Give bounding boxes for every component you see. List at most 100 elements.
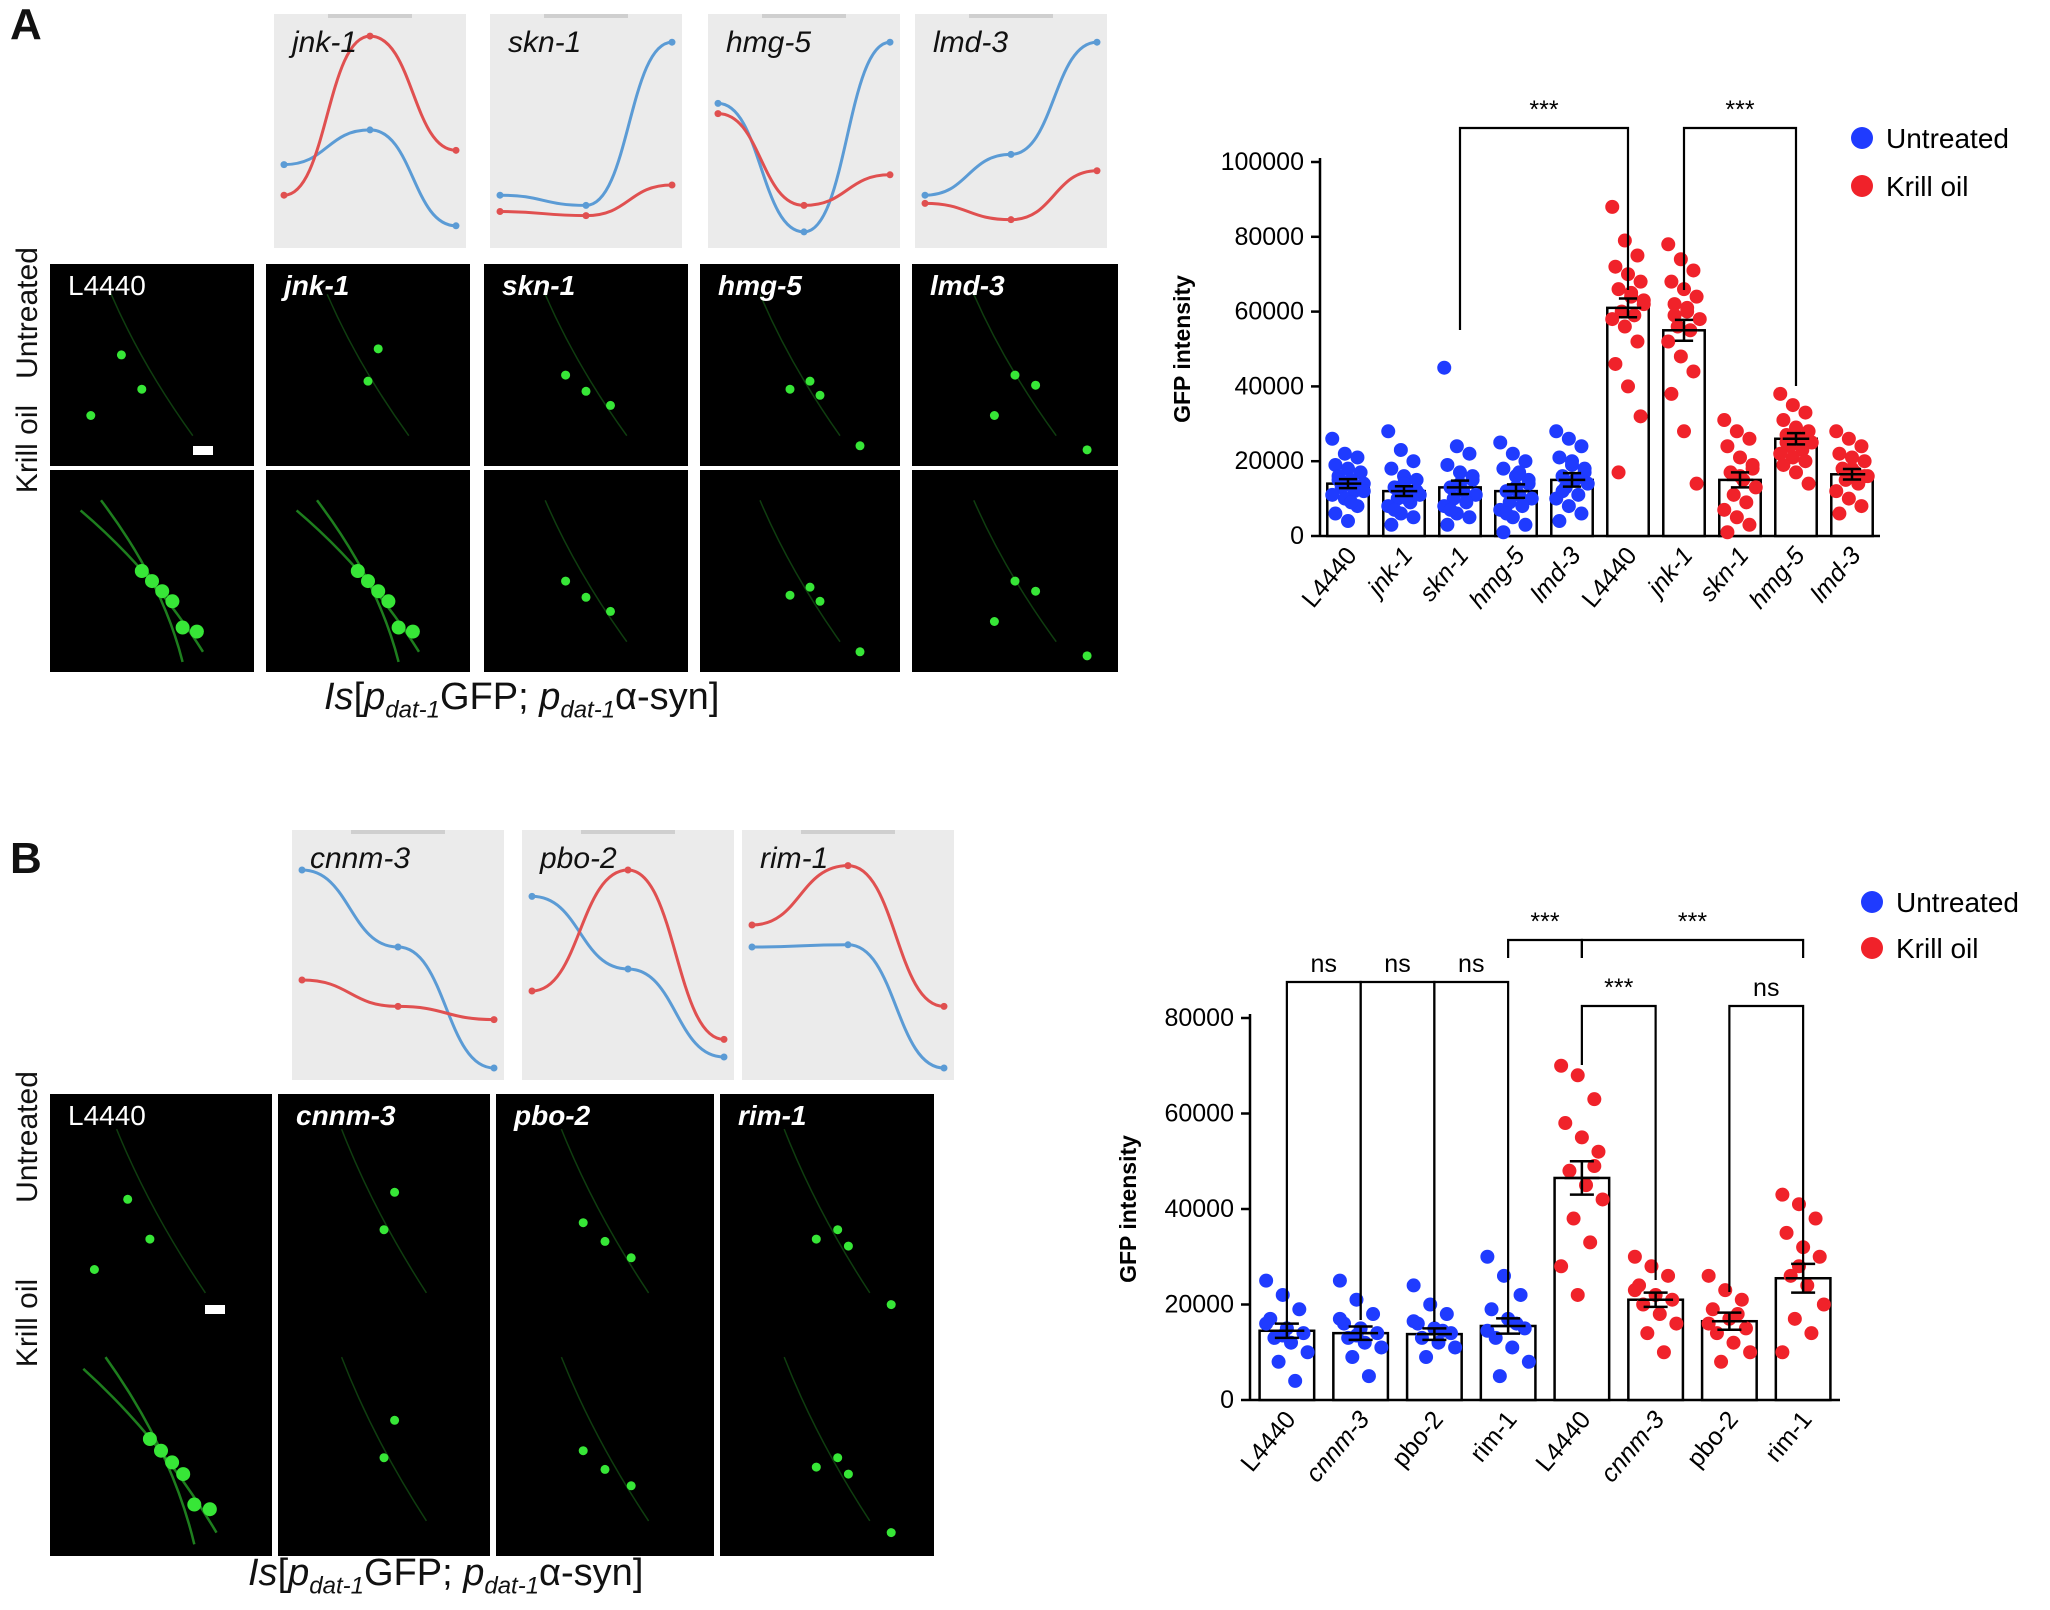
data-point — [1661, 334, 1676, 349]
row-label-untreated-b: Untreated — [11, 1071, 44, 1203]
neuron-process — [110, 294, 194, 437]
trend-point-blue — [366, 126, 374, 134]
data-point — [1673, 252, 1688, 267]
mini-trend-plot-a-2: hmg-5 — [708, 14, 900, 248]
microscopy-image-a-untreated-3: hmg-5 — [700, 264, 900, 466]
data-point — [1344, 495, 1359, 510]
data-point — [1549, 424, 1564, 439]
microscopy-image-a-krill-4 — [912, 470, 1118, 672]
trend-point-red — [280, 191, 288, 199]
data-point — [1332, 1273, 1347, 1288]
neuron-soma — [134, 564, 149, 578]
significance-label: *** — [1529, 96, 1558, 124]
trend-line-blue — [301, 868, 495, 1070]
data-point — [1554, 1058, 1569, 1073]
data-point — [1337, 446, 1352, 461]
neuron-soma — [626, 1253, 636, 1263]
trend-point-red — [714, 110, 722, 118]
neuron-soma — [785, 590, 795, 600]
data-point — [1661, 1268, 1676, 1283]
x-tick-label: L4440 — [1530, 1406, 1596, 1477]
data-point — [1798, 454, 1813, 469]
trend-line-blue — [531, 894, 725, 1059]
mini-plot-gene-label: cnnm-3 — [310, 842, 411, 875]
data-point — [1406, 1314, 1421, 1329]
data-point — [1591, 1144, 1606, 1159]
microscopy-label: rim-1 — [738, 1100, 807, 1131]
data-point — [1271, 1354, 1286, 1369]
significance-label: ns — [1753, 974, 1779, 1002]
mini-trend-plot-a-0: jnk-1 — [274, 14, 466, 248]
data-point — [1353, 465, 1368, 480]
neuron-soma — [605, 400, 615, 410]
neuron-process — [783, 1356, 871, 1522]
bar-5 — [1627, 1298, 1685, 1402]
panel-b-letter: B — [10, 834, 42, 883]
neuron-process — [973, 499, 1057, 643]
data-point — [1435, 1323, 1450, 1338]
data-point — [1734, 1292, 1749, 1307]
neuron-soma — [581, 592, 591, 602]
significance-bracket — [1580, 938, 1805, 958]
neuron-soma — [626, 1481, 636, 1491]
trend-point-blue — [496, 191, 504, 199]
data-point — [1565, 454, 1579, 469]
trend-point-blue — [886, 38, 894, 46]
neuron-soma — [811, 1234, 821, 1244]
data-point — [1419, 1350, 1434, 1365]
microscopy-image-a-krill-3 — [700, 470, 900, 672]
data-point — [1677, 424, 1691, 439]
microscopy-label: lmd-3 — [930, 270, 1005, 301]
legend-marker — [1851, 127, 1873, 149]
neuron-process — [544, 500, 628, 643]
data-point — [1440, 517, 1455, 532]
neuron-soma — [405, 624, 420, 639]
data-point — [1656, 1345, 1671, 1360]
neuron-soma — [189, 624, 204, 639]
data-point — [1633, 409, 1648, 424]
y-tick-label: 80000 — [1164, 1004, 1234, 1032]
scale-bar — [205, 1304, 226, 1314]
y-tick-label: 100000 — [1221, 148, 1304, 176]
significance-bracket — [1507, 938, 1583, 958]
legend-label: Untreated — [1886, 123, 2009, 154]
data-point — [1505, 446, 1520, 461]
data-point — [1775, 1345, 1790, 1360]
neuron-soma — [815, 390, 825, 400]
data-point — [1717, 413, 1732, 428]
data-point — [1617, 319, 1632, 334]
y-tick-label: 20000 — [1234, 447, 1304, 475]
neuron-soma — [578, 1218, 588, 1228]
data-point — [1406, 1278, 1421, 1293]
data-point — [1449, 439, 1464, 454]
data-point — [1743, 1345, 1758, 1360]
neuron-soma — [1010, 370, 1020, 380]
neuron-soma — [187, 1497, 202, 1512]
trend-point-red — [394, 1002, 402, 1010]
data-point — [1621, 379, 1635, 394]
mini-trend-plot-b-2: rim-1 — [742, 830, 954, 1080]
neuron-soma — [605, 606, 615, 616]
data-point — [1448, 1340, 1463, 1355]
mini-plot-gene-label: skn-1 — [508, 26, 582, 59]
significance-bracket — [1359, 980, 1436, 1322]
data-point — [1440, 457, 1455, 472]
neuron-soma — [843, 1469, 853, 1479]
data-point — [1518, 517, 1533, 532]
data-point — [1673, 349, 1688, 364]
mini-plot-gene-label: lmd-3 — [933, 26, 1009, 59]
data-point — [1705, 1302, 1720, 1317]
microscopy-image-b-krill-2 — [496, 1322, 714, 1556]
data-point — [1652, 1307, 1667, 1322]
data-point — [1259, 1273, 1274, 1288]
data-point — [1513, 1287, 1528, 1302]
trend-point-red — [582, 212, 590, 220]
significance-label: ns — [1458, 950, 1484, 978]
neuron-soma — [142, 1432, 157, 1446]
trend-point-blue — [490, 1064, 498, 1072]
data-point — [1845, 450, 1859, 465]
significance-label: *** — [1530, 908, 1559, 936]
data-point — [1341, 461, 1355, 476]
trend-point-blue — [921, 191, 929, 199]
